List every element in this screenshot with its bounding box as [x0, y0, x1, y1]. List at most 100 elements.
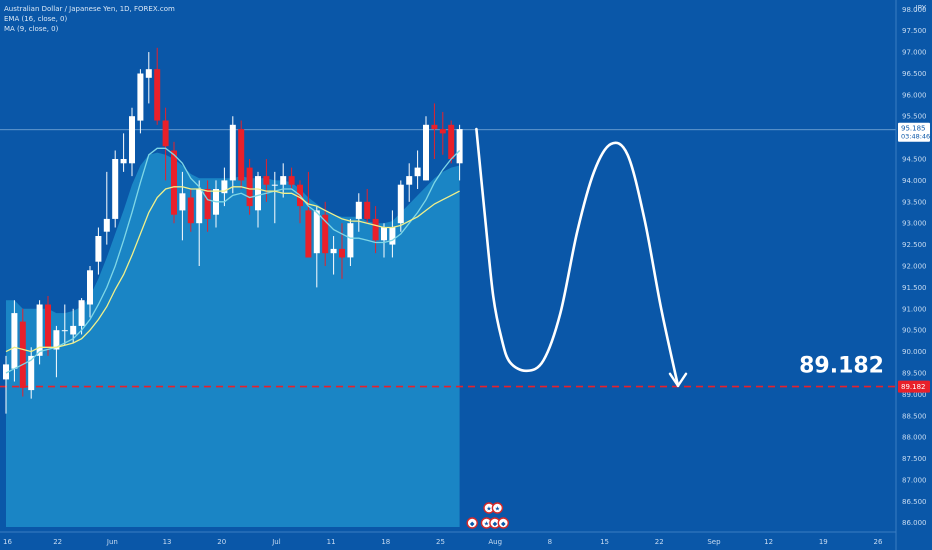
- candle-body[interactable]: [11, 313, 18, 369]
- y-tick-label: 89.500: [902, 369, 927, 377]
- ema-line: [5, 186, 460, 353]
- candle-body[interactable]: [288, 176, 295, 185]
- candle-body[interactable]: [448, 124, 455, 159]
- candle-body[interactable]: [179, 193, 186, 211]
- y-tick-label: 96.500: [902, 70, 927, 78]
- projection-layer: 89.182: [475, 127, 884, 388]
- candle-body[interactable]: [406, 176, 413, 185]
- y-tick-label: 92.500: [902, 241, 927, 249]
- countdown-label: 03:48:46: [901, 133, 930, 141]
- candle-body[interactable]: [137, 73, 144, 121]
- candle-body[interactable]: [456, 129, 463, 164]
- candle-body[interactable]: [78, 300, 85, 326]
- event-marker-icon: ★: [486, 506, 491, 513]
- candle-body[interactable]: [3, 364, 9, 380]
- candle-body[interactable]: [246, 167, 253, 207]
- event-marker[interactable]: [497, 517, 509, 529]
- legend-ema[interactable]: EMA (16, close, 0): [4, 15, 68, 23]
- legend-symbol[interactable]: Australian Dollar / Japanese Yen, 1D, FO…: [4, 5, 175, 13]
- x-tick-label: 26: [874, 538, 883, 546]
- current-price-box: [898, 122, 930, 142]
- candle-body[interactable]: [196, 189, 203, 224]
- candle-body[interactable]: [322, 214, 329, 254]
- candle-body[interactable]: [53, 330, 60, 350]
- candle-body[interactable]: [103, 218, 110, 232]
- x-tick-label: 11: [327, 538, 336, 546]
- candle-body[interactable]: [364, 201, 371, 219]
- y-tick-label: 94.000: [902, 177, 927, 185]
- y-tick-label: 97.000: [902, 49, 927, 57]
- candle-body[interactable]: [271, 184, 278, 186]
- y-tick-label: 86.500: [902, 498, 927, 506]
- candle-body[interactable]: [305, 210, 312, 258]
- candle-body[interactable]: [36, 304, 43, 356]
- candle-body[interactable]: [162, 120, 169, 147]
- candle-body[interactable]: [372, 218, 379, 241]
- candle-body[interactable]: [129, 116, 135, 164]
- candle-body[interactable]: [145, 69, 152, 78]
- y-tick-label: 93.000: [902, 220, 927, 228]
- y-tick-label: 86.000: [902, 519, 927, 527]
- candle-body[interactable]: [221, 180, 228, 194]
- x-axis[interactable]: 16 22 Jun 13 20 Jul 11 18 25 Aug 8 15 22 Sep 12 19 26: [0, 531, 896, 546]
- candle-body[interactable]: [389, 227, 396, 245]
- candle-body[interactable]: [280, 176, 287, 185]
- candle-body[interactable]: [87, 270, 93, 305]
- candle-body[interactable]: [347, 223, 354, 258]
- candle-body[interactable]: [28, 355, 35, 391]
- current-price-label: 95.185: [901, 125, 926, 133]
- candle-body[interactable]: [45, 304, 51, 348]
- y-tick-label: 97.500: [902, 27, 927, 35]
- candle-body[interactable]: [187, 197, 194, 224]
- candle-body[interactable]: [313, 210, 320, 254]
- target-price-label: 89.182: [799, 354, 884, 379]
- legend-ma[interactable]: MA (9, close, 0): [4, 25, 59, 33]
- y-tick-label: 91.500: [902, 284, 927, 292]
- y-tick-label: 92.000: [902, 263, 927, 271]
- y-tick-label: 88.000: [902, 434, 927, 442]
- x-tick-label: 22: [53, 538, 62, 546]
- x-tick-label: 8: [548, 538, 552, 546]
- candle-body[interactable]: [263, 176, 270, 185]
- candle-body[interactable]: [414, 167, 421, 177]
- projection-curve: [475, 127, 680, 388]
- candle-body[interactable]: [112, 159, 119, 219]
- candle-body[interactable]: [154, 69, 161, 121]
- candle-body[interactable]: [171, 150, 177, 215]
- candle-body[interactable]: [255, 176, 261, 211]
- candle-body[interactable]: [61, 330, 68, 332]
- candle-body[interactable]: [238, 129, 245, 181]
- candle-body[interactable]: [120, 159, 127, 164]
- candle-body[interactable]: [439, 129, 446, 134]
- candle-body[interactable]: [397, 184, 404, 224]
- x-tick-label: Jul: [271, 538, 281, 546]
- candle-body[interactable]: [229, 124, 236, 181]
- candle-body[interactable]: [381, 227, 387, 241]
- candle-body[interactable]: [423, 124, 429, 181]
- price-area: [6, 152, 460, 527]
- x-tick-label: 19: [819, 538, 828, 546]
- candle-body[interactable]: [431, 124, 438, 130]
- candle-body[interactable]: [330, 248, 337, 254]
- candle-body[interactable]: [204, 189, 211, 219]
- event-marker-icon: ★: [495, 506, 500, 513]
- y-tick-label: 96.000: [902, 91, 927, 99]
- candle-body[interactable]: [19, 321, 26, 388]
- event-markers-layer: ◆★ ★★ ◆ ◆: [466, 502, 509, 529]
- event-marker[interactable]: [491, 502, 504, 514]
- x-tick-label: 12: [764, 538, 773, 546]
- area-layer: [6, 152, 460, 527]
- chart-legend: Australian Dollar / Japanese Yen, 1D, FO…: [4, 4, 175, 34]
- event-marker[interactable]: [466, 517, 478, 529]
- candle-body[interactable]: [95, 236, 102, 262]
- target-price-axis-label: 89.182: [901, 383, 926, 391]
- ma-line: [5, 147, 461, 374]
- candle-body[interactable]: [70, 325, 77, 335]
- candle-body[interactable]: [339, 248, 345, 258]
- event-marker-icon: ◆: [493, 521, 498, 528]
- event-marker-icon: ◆: [470, 521, 475, 528]
- candle-body[interactable]: [355, 201, 362, 219]
- y-tick-label: 98.000: [902, 6, 927, 14]
